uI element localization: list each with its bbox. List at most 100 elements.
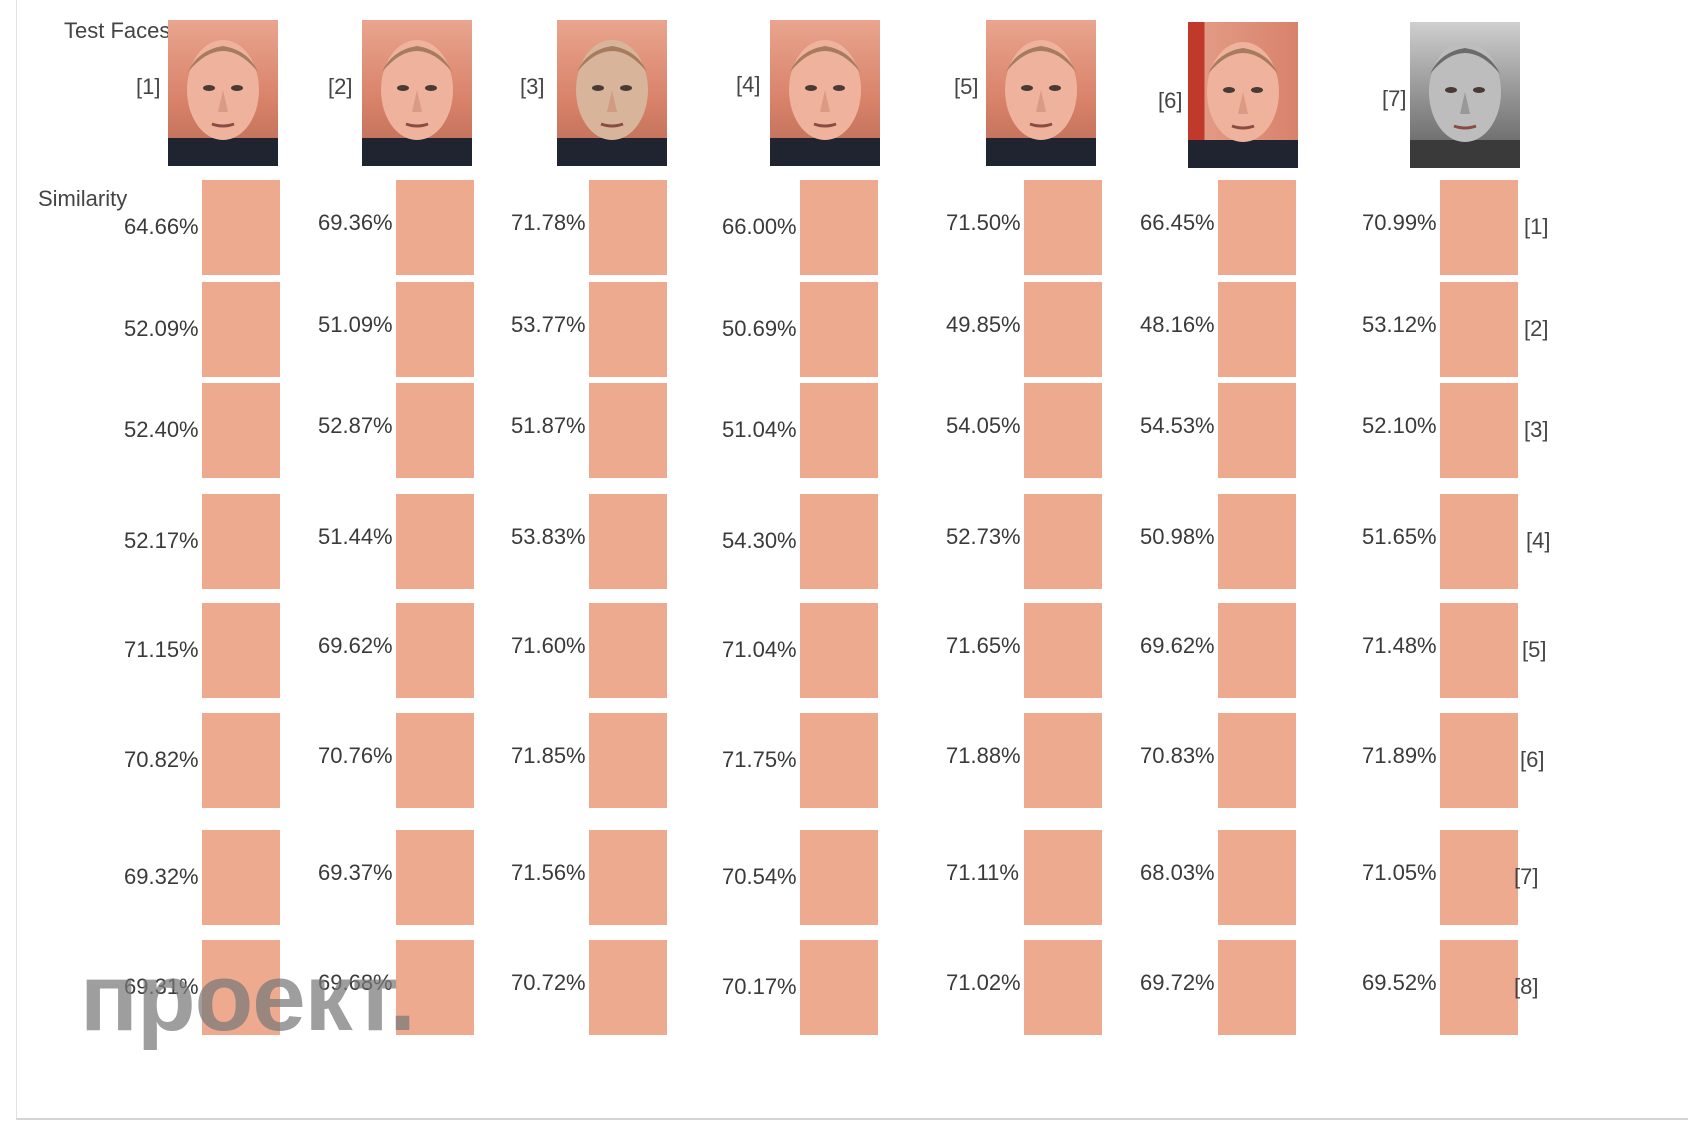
reference-face-swatch [800,180,878,275]
reference-face-swatch [396,830,474,925]
reference-face-swatch [1024,383,1102,478]
similarity-value: 52.10% [1362,413,1437,438]
reference-face-swatch [1218,713,1296,808]
similarity-value: 50.98% [1140,524,1215,549]
reference-face-swatch [589,940,667,1035]
similarity-value: 64.66% [124,214,199,239]
reference-face-swatch [589,383,667,478]
test-face-image [986,20,1096,166]
reference-image-label: [3] [1524,417,1549,442]
reference-face-swatch [202,282,280,377]
test-faces-label: Test Faces [64,18,171,43]
similarity-value: 50.69% [722,316,797,341]
reference-face-swatch [202,180,280,275]
reference-face-swatch [800,494,878,589]
similarity-value: 70.82% [124,747,199,772]
watermark-logo: проект. [80,944,416,1051]
similarity-value: 71.60% [511,633,586,658]
similarity-value: 71.88% [946,743,1021,768]
test-face-image [1188,22,1298,168]
similarity-value: 48.16% [1140,312,1215,337]
similarity-value: 51.09% [318,312,393,337]
similarity-value: 70.83% [1140,743,1215,768]
reference-face-swatch [1024,940,1102,1035]
figure-frame [16,0,1688,1120]
similarity-value: 69.31% [124,974,199,999]
similarity-value: 71.11% [946,860,1019,885]
reference-face-swatch [589,282,667,377]
similarity-value: 71.05% [1362,860,1437,885]
reference-face-swatch [396,494,474,589]
similarity-value: 71.85% [511,743,586,768]
reference-face-swatch [202,603,280,698]
similarity-value: 54.53% [1140,413,1215,438]
similarity-value: 69.68% [318,970,393,995]
similarity-value: 69.32% [124,864,199,889]
reference-face-swatch [800,603,878,698]
reference-face-swatch [1440,282,1518,377]
similarity-value: 53.12% [1362,312,1437,337]
reference-face-swatch [800,713,878,808]
reference-face-swatch [1218,940,1296,1035]
similarity-label: Similarity [38,186,128,211]
reference-image-label: [7] [1514,864,1539,889]
similarity-value: 71.48% [1362,633,1437,658]
reference-face-swatch [202,383,280,478]
similarity-value: 71.75% [722,747,797,772]
similarity-value: 70.17% [722,974,797,999]
reference-face-swatch [1440,494,1518,589]
test-face-image [557,20,667,166]
reference-face-swatch [1024,282,1102,377]
test-face-image [770,20,880,166]
similarity-value: 52.87% [318,413,393,438]
similarity-value: 49.85% [946,312,1021,337]
test-face-image [1410,22,1520,168]
reference-face-swatch [1024,180,1102,275]
reference-face-swatch [1218,494,1296,589]
similarity-value: 54.30% [722,528,797,553]
reference-face-swatch [800,830,878,925]
similarity-value: 71.02% [946,970,1021,995]
similarity-value: 69.72% [1140,970,1215,995]
reference-image-label: [6] [1520,747,1545,772]
similarity-value: 70.72% [511,970,586,995]
reference-face-swatch [1218,383,1296,478]
reference-face-swatch [1218,282,1296,377]
test-face-label: [7] [1382,86,1407,111]
similarity-value: 71.65% [946,633,1021,658]
test-face-image [362,20,472,166]
reference-face-swatch [589,713,667,808]
reference-face-swatch [800,940,878,1035]
test-face-label: [2] [328,74,353,99]
reference-image-label: [1] [1524,214,1549,239]
reference-face-swatch [800,282,878,377]
test-face-label: [4] [736,72,761,97]
similarity-value: 71.78% [511,210,586,235]
test-face-label: [6] [1158,88,1183,113]
similarity-value: 51.65% [1362,524,1437,549]
similarity-value: 71.56% [511,860,586,885]
similarity-value: 69.37% [318,860,393,885]
similarity-value: 53.77% [511,312,586,337]
reference-face-swatch [1024,713,1102,808]
reference-face-swatch [1440,940,1518,1035]
reference-face-swatch [1024,603,1102,698]
reference-face-swatch [1440,603,1518,698]
similarity-value: 66.00% [722,214,797,239]
reference-face-swatch [202,494,280,589]
reference-face-swatch [202,940,280,1035]
similarity-value: 51.44% [318,524,393,549]
similarity-value: 71.50% [946,210,1021,235]
test-face-image [168,20,278,166]
reference-face-swatch [202,713,280,808]
test-face-label: [3] [520,74,545,99]
reference-face-swatch [1024,830,1102,925]
reference-face-swatch [1218,603,1296,698]
reference-face-swatch [396,180,474,275]
reference-image-label: [8] [1514,974,1539,999]
reference-face-swatch [1440,180,1518,275]
similarity-value: 69.62% [1140,633,1215,658]
similarity-value: 52.17% [124,528,199,553]
reference-face-swatch [396,940,474,1035]
reference-face-swatch [589,830,667,925]
